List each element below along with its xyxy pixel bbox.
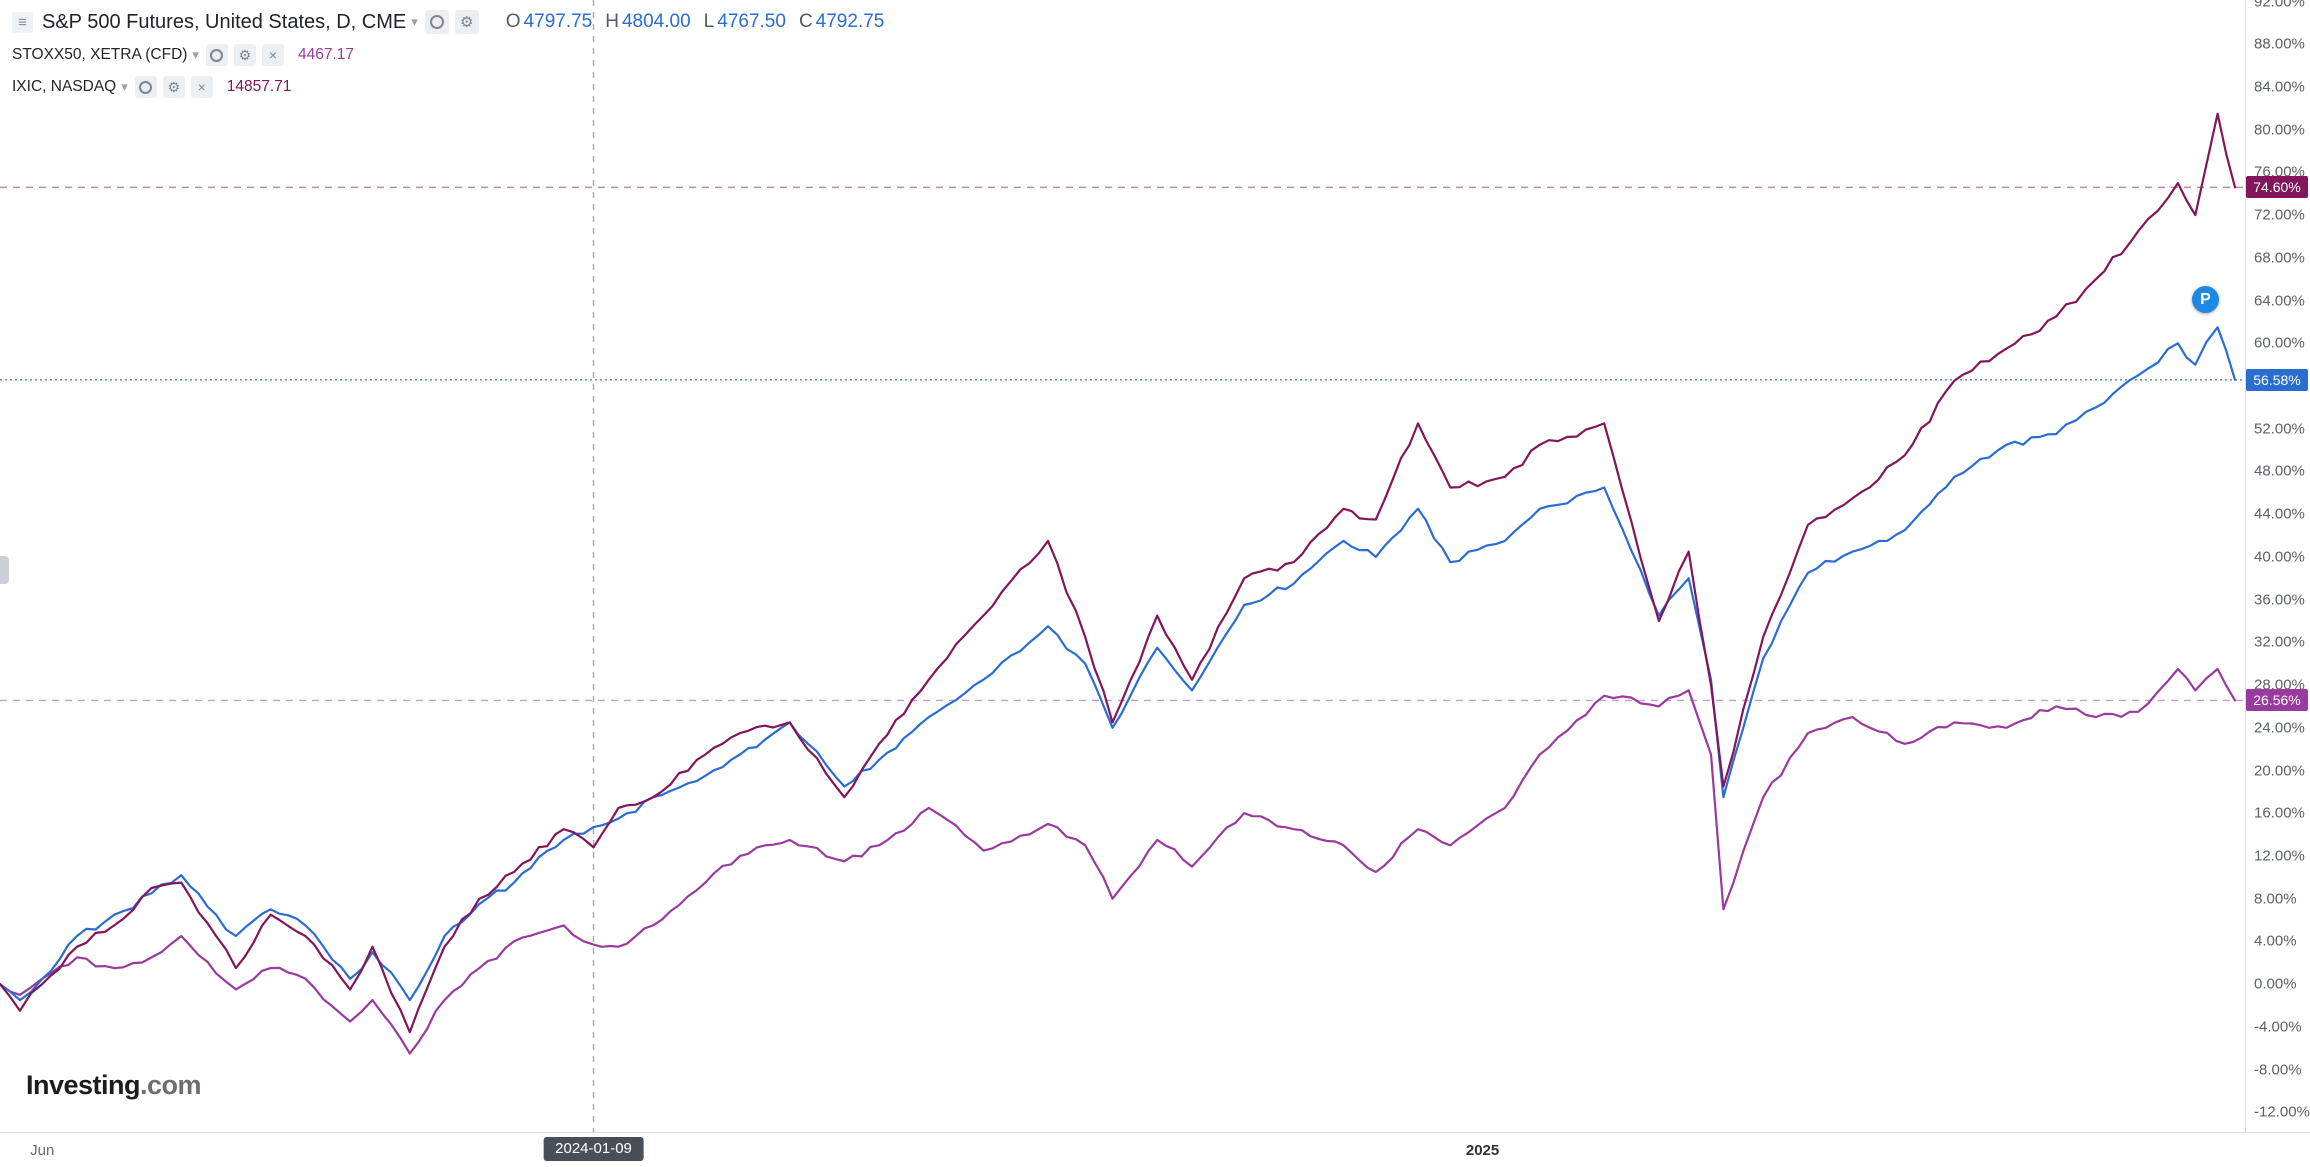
price-badge-sp500: 56.58% <box>2246 368 2308 391</box>
y-axis-label: 0.00% <box>2254 975 2297 993</box>
settings-gear-icon[interactable]: ⚙ <box>162 76 185 98</box>
y-axis-label: 32.00% <box>2254 633 2305 651</box>
y-axis-label: 16.00% <box>2254 804 2305 822</box>
close-icon[interactable]: × <box>190 76 213 98</box>
y-axis-label: 8.00% <box>2254 890 2297 908</box>
y-axis-label: 64.00% <box>2254 292 2305 310</box>
visibility-icon[interactable] <box>134 76 157 98</box>
y-axis-label: 24.00% <box>2254 719 2305 737</box>
price-badge-stoxx: 26.56% <box>2246 689 2308 712</box>
y-axis-label: 28.00% <box>2254 676 2305 694</box>
low-value: 4767.50 <box>717 11 786 32</box>
visibility-icon[interactable] <box>205 44 228 66</box>
chevron-down-icon[interactable]: ▾ <box>192 47 199 62</box>
ohlc-readout: O 4797.75 H 4804.00 L 4767.50 C 4792.75 <box>493 11 885 33</box>
y-axis-label: 12.00% <box>2254 847 2305 865</box>
y-axis-label: 84.00% <box>2254 78 2305 96</box>
y-axis-label: 4.00% <box>2254 932 2297 950</box>
left-panel-handle[interactable] <box>0 556 9 584</box>
y-axis-label: 40.00% <box>2254 548 2305 566</box>
eye-icon <box>139 80 153 94</box>
high-value: 4804.00 <box>621 11 691 32</box>
chart-plot[interactable] <box>0 0 2245 1132</box>
price-axis[interactable]: 92.00% 88.00% 84.00% 80.00% 76.00% 72.00% 68.0… <box>2245 0 2310 1132</box>
y-axis-label: 20.00% <box>2254 762 2305 779</box>
y-axis-label: -4.00% <box>2254 1018 2302 1036</box>
chevron-down-icon[interactable]: ▾ <box>121 79 128 94</box>
y-axis-label: 72.00% <box>2254 206 2305 224</box>
settings-gear-icon[interactable]: ⚙ <box>233 44 256 66</box>
series-line-sp500 <box>0 326 2237 1002</box>
legend: ≡ S&P 500 Futures, United States, D, CME… <box>12 10 884 108</box>
price-badge-ixic: 74.60% <box>2246 176 2308 199</box>
close-value: 4792.75 <box>815 11 885 32</box>
stoxx-symbol-title[interactable]: STOXX50, XETRA (CFD) <box>12 46 188 63</box>
chevron-down-icon[interactable]: ▾ <box>411 14 418 29</box>
investing-logo[interactable]: Investing.com <box>26 1070 202 1101</box>
legend-row-stoxx: STOXX50, XETRA (CFD) ▾ ⚙ × 4467.17 <box>12 44 884 66</box>
y-axis-label: 48.00% <box>2254 462 2305 480</box>
legend-row-ixic: IXIC, NASDAQ ▾ ⚙ × 14857.71 <box>12 76 884 98</box>
main-symbol-title[interactable]: S&P 500 Futures, United States, D, CME <box>42 10 407 33</box>
time-axis[interactable]: Jun 2025 <box>0 1132 2310 1167</box>
y-axis-label: 36.00% <box>2254 591 2305 609</box>
open-value: 4797.75 <box>523 11 593 32</box>
close-icon[interactable]: × <box>261 44 284 66</box>
eye-icon <box>429 15 444 29</box>
y-axis-label: 68.00% <box>2254 249 2305 267</box>
y-axis-label: 92.00% <box>2254 0 2305 11</box>
series-line-stoxx <box>0 667 2237 1055</box>
ixic-value: 14857.71 <box>226 78 292 95</box>
low-label: L <box>703 11 715 32</box>
y-axis-label: 60.00% <box>2254 334 2305 352</box>
legend-row-main: ≡ S&P 500 Futures, United States, D, CME… <box>12 10 884 34</box>
stoxx-value: 4467.17 <box>297 46 354 63</box>
settings-gear-icon[interactable]: ⚙ <box>454 10 479 34</box>
x-axis-label: Jun <box>30 1142 55 1159</box>
ixic-symbol-title[interactable]: IXIC, NASDAQ <box>12 78 117 95</box>
crosshair-date-badge: 2024-01-09 <box>543 1137 644 1161</box>
y-axis-label: 52.00% <box>2254 420 2305 438</box>
high-label: H <box>605 11 619 32</box>
p-marker-badge[interactable]: P <box>2192 286 2219 313</box>
close-label: C <box>798 11 813 32</box>
logo-brand: Investing <box>26 1070 141 1100</box>
y-axis-label: 80.00% <box>2254 121 2305 139</box>
eye-icon <box>210 48 224 62</box>
series-line-ixic <box>0 112 2237 1034</box>
y-axis-label: 44.00% <box>2254 505 2305 523</box>
logo-suffix: .com <box>140 1070 202 1100</box>
y-axis-label: -12.00% <box>2254 1103 2310 1121</box>
x-axis-label: 2025 <box>1465 1142 1500 1159</box>
legend-menu-icon[interactable]: ≡ <box>12 11 33 33</box>
y-axis-label: 88.00% <box>2254 35 2305 53</box>
visibility-icon[interactable] <box>424 10 449 34</box>
open-label: O <box>505 11 521 32</box>
y-axis-label: -8.00% <box>2254 1061 2302 1079</box>
